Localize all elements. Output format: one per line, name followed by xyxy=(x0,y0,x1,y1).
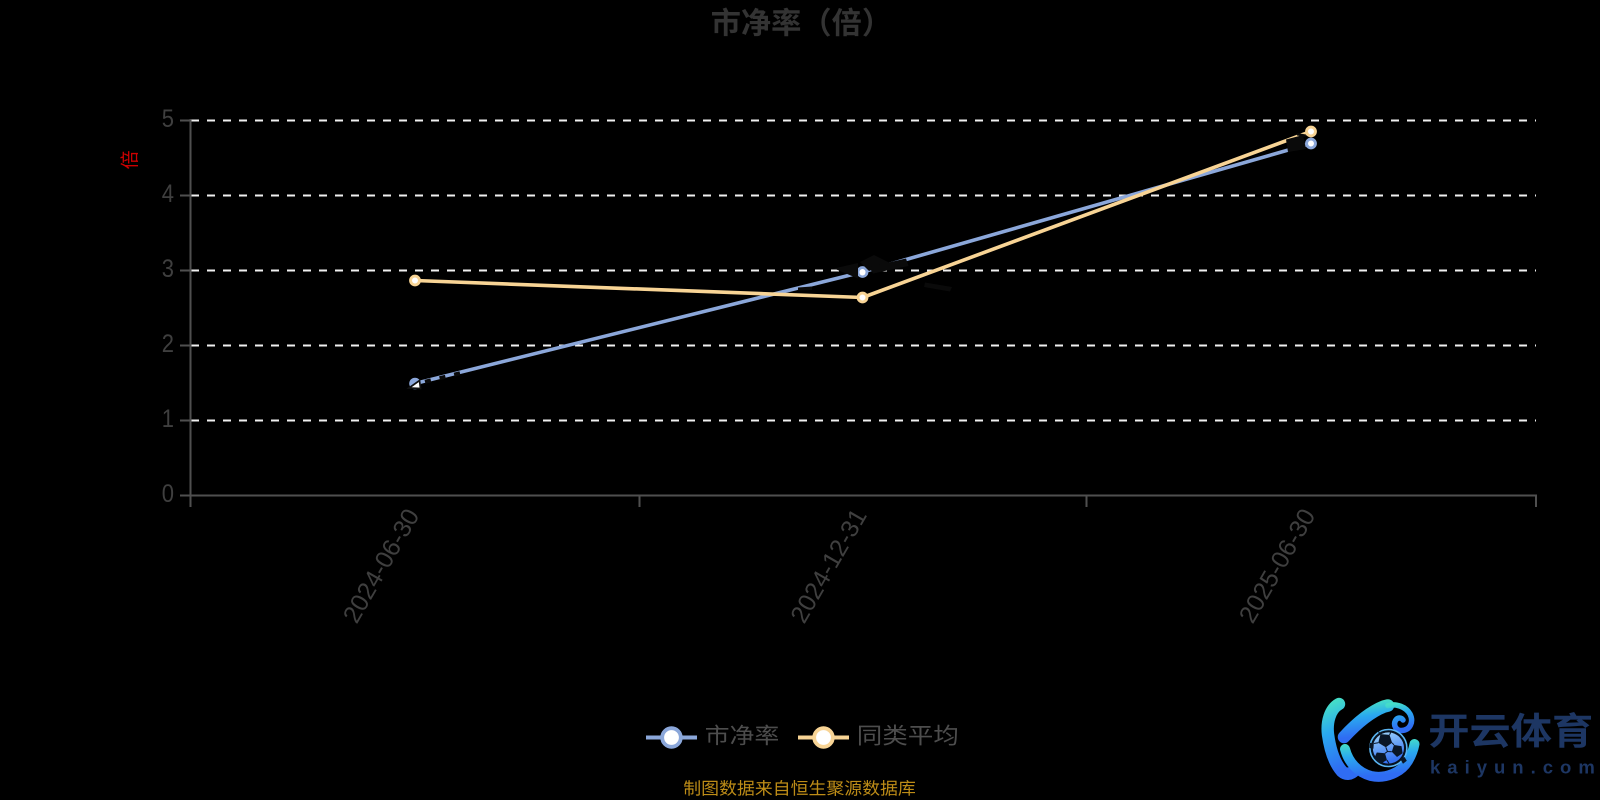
svg-text:kaiyun.com: kaiyun.com xyxy=(1430,757,1600,778)
svg-text:1: 1 xyxy=(162,405,174,433)
svg-text:5: 5 xyxy=(162,105,174,133)
svg-text:3: 3 xyxy=(162,255,174,283)
svg-text:4: 4 xyxy=(162,180,174,208)
svg-text:0: 0 xyxy=(162,480,174,508)
svg-text:2: 2 xyxy=(162,330,174,358)
